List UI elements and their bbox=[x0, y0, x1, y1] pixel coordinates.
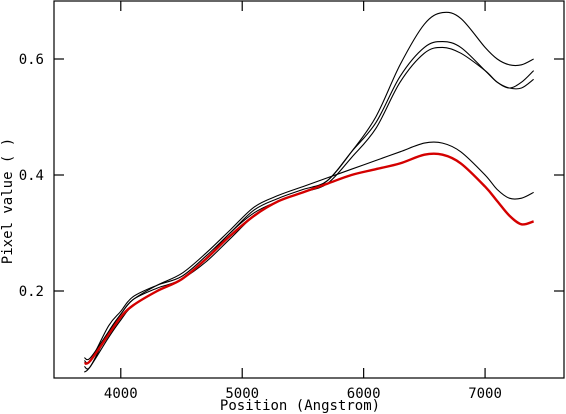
series-line-4 bbox=[84, 141, 534, 361]
x-tick-label: 5000 bbox=[225, 386, 259, 402]
x-tick-label: 6000 bbox=[347, 386, 381, 402]
tick-layer: 4000 5000 6000 7000 0.2 0.4 0.6 bbox=[19, 1, 564, 402]
x-axis-title: Position (Angstrom) bbox=[220, 398, 380, 414]
series-line-red bbox=[83, 152, 535, 365]
series-line-1 bbox=[83, 11, 534, 373]
plot-frame bbox=[53, 0, 565, 379]
y-axis-title: Pixel value ( ) bbox=[0, 138, 16, 264]
x-tick-label: 7000 bbox=[468, 386, 502, 402]
y-tick-label: 0.2 bbox=[19, 284, 44, 300]
series-line-2 bbox=[84, 41, 535, 364]
y-tick-label: 0.4 bbox=[19, 168, 44, 184]
series-layer bbox=[83, 11, 535, 373]
series-line-3 bbox=[84, 46, 534, 370]
y-tick-label: 0.6 bbox=[19, 52, 44, 68]
x-tick-label: 4000 bbox=[104, 386, 138, 402]
